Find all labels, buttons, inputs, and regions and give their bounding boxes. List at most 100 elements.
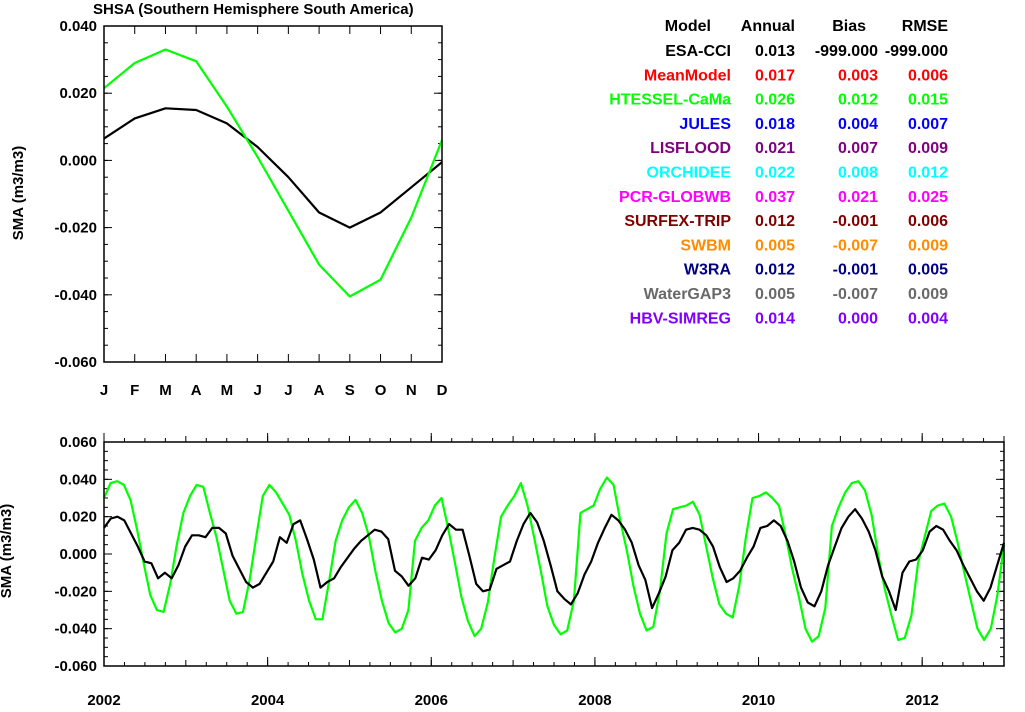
stats-rmse-cell: 0.004 bbox=[908, 310, 948, 327]
stats-model-cell: HBV-SIMREG bbox=[630, 310, 731, 327]
header-rmse: RMSE bbox=[902, 18, 949, 35]
y-tick-label: -0.060 bbox=[54, 658, 97, 675]
x-tick-label: M bbox=[159, 382, 172, 399]
y-tick-label: 0.000 bbox=[59, 152, 97, 169]
stats-bias-cell: 0.021 bbox=[838, 189, 878, 206]
stats-rmse-cell: 0.007 bbox=[908, 116, 948, 133]
seasonal-series bbox=[103, 48, 444, 298]
timeseries-y-axis-title: SMA (m3/m3) bbox=[0, 504, 15, 598]
stats-rmse-cell: 0.009 bbox=[908, 237, 948, 254]
y-tick-label: -0.060 bbox=[54, 354, 97, 371]
timeseries-y-ticks: 0.060 0.040 0.020 0.000 -0.020 -0.040 -0.060 bbox=[54, 434, 1004, 675]
stats-model-cell: MeanModel bbox=[644, 67, 731, 84]
stats-bias-cell: -0.001 bbox=[833, 213, 878, 230]
x-tick-label: J bbox=[253, 382, 261, 399]
x-tick-label: D bbox=[437, 382, 448, 399]
stats-model-cell: ORCHIDEE bbox=[647, 165, 732, 182]
stats-model-cell: WaterGAP3 bbox=[644, 286, 732, 303]
stats-rmse-cell: 0.006 bbox=[908, 213, 948, 230]
stats-row: SURFEX-TRIP 0.012 -0.001 0.006 bbox=[624, 213, 948, 230]
stats-model-cell: W3RA bbox=[684, 262, 732, 279]
y-tick-label: 0.020 bbox=[59, 509, 97, 526]
stats-table: Model Annual Bias RMSE ESA-CCI 0.013 -999.… bbox=[609, 18, 948, 327]
stats-bias-cell: -0.007 bbox=[833, 237, 878, 254]
x-tick-label: J bbox=[100, 382, 108, 399]
timeseries-chart: SMA (m3/m3) 0.060 0.040 0.020 0.000 -0.020 -0… bbox=[0, 433, 1006, 709]
stats-model-cell: HTESSEL-CaMa bbox=[609, 92, 731, 109]
stats-row: W3RA 0.012 -0.001 0.005 bbox=[684, 262, 948, 279]
stats-annual-cell: 0.026 bbox=[755, 92, 795, 109]
stats-model-cell: LISFLOOD bbox=[650, 140, 731, 157]
stats-model-cell: PCR-GLOBWB bbox=[619, 189, 731, 206]
stats-annual-cell: 0.012 bbox=[755, 262, 795, 279]
timeseries-plot-frame bbox=[103, 441, 1005, 667]
stats-bias-cell: 0.000 bbox=[838, 310, 878, 327]
x-tick-label: 2002 bbox=[87, 692, 120, 709]
stats-row: PCR-GLOBWB 0.037 0.021 0.025 bbox=[619, 189, 948, 206]
stats-row: SWBM 0.005 -0.007 0.009 bbox=[680, 237, 948, 254]
stats-model-cell: JULES bbox=[679, 116, 731, 133]
x-tick-label: 2008 bbox=[578, 692, 611, 709]
x-tick-label: S bbox=[345, 382, 355, 399]
x-tick-label: O bbox=[375, 382, 387, 399]
y-tick-label: -0.040 bbox=[54, 287, 97, 304]
x-tick-label: A bbox=[314, 382, 325, 399]
timeseries-line-htessel bbox=[102, 476, 1006, 643]
stats-bias-cell: 0.007 bbox=[838, 140, 878, 157]
x-tick-label: M bbox=[221, 382, 234, 399]
stats-row: WaterGAP3 0.005 -0.007 0.009 bbox=[644, 286, 949, 303]
y-tick-label: -0.020 bbox=[54, 583, 97, 600]
stats-annual-cell: 0.005 bbox=[755, 237, 795, 254]
header-model: Model bbox=[665, 18, 711, 35]
seasonal-y-ticks: 0.040 0.020 0.000 -0.020 -0.040 -0.060 bbox=[54, 18, 442, 371]
x-tick-label: 2006 bbox=[415, 692, 448, 709]
x-tick-label: N bbox=[406, 382, 417, 399]
timeseries-line-esa bbox=[103, 508, 1006, 612]
header-annual: Annual bbox=[741, 18, 795, 35]
stats-model-cell: ESA-CCI bbox=[665, 43, 731, 60]
stats-bias-cell: 0.004 bbox=[838, 116, 878, 133]
stats-annual-cell: 0.022 bbox=[755, 165, 795, 182]
stats-rmse-cell: 0.012 bbox=[908, 165, 948, 182]
stats-row: HBV-SIMREG 0.014 0.000 0.004 bbox=[630, 310, 948, 327]
stats-annual-cell: 0.037 bbox=[755, 189, 795, 206]
y-tick-label: 0.040 bbox=[59, 471, 97, 488]
x-tick-label: 2012 bbox=[905, 692, 938, 709]
stats-row: HTESSEL-CaMa 0.026 0.012 0.015 bbox=[609, 92, 948, 109]
seasonal-chart: SHSA (Southern Hemisphere South America)… bbox=[10, 1, 448, 399]
stats-row: ORCHIDEE 0.022 0.008 0.012 bbox=[647, 165, 949, 182]
seasonal-chart-title: SHSA (Southern Hemisphere South America) bbox=[93, 1, 414, 18]
stats-bias-cell: 0.012 bbox=[838, 92, 878, 109]
y-tick-label: -0.020 bbox=[54, 220, 97, 237]
y-tick-label: 0.060 bbox=[59, 434, 97, 451]
header-bias: Bias bbox=[832, 18, 866, 35]
y-tick-label: 0.040 bbox=[59, 18, 97, 35]
stats-rmse-cell: 0.005 bbox=[908, 262, 948, 279]
stats-rmse-cell: 0.006 bbox=[908, 67, 948, 84]
stats-annual-cell: 0.012 bbox=[755, 213, 795, 230]
stats-rmse-cell: 0.015 bbox=[908, 92, 948, 109]
stats-bias-cell: 0.008 bbox=[838, 165, 878, 182]
seasonal-plot-frame bbox=[103, 25, 443, 363]
stats-rmse-cell: 0.009 bbox=[908, 286, 948, 303]
stats-annual-cell: 0.018 bbox=[755, 116, 795, 133]
stats-annual-cell: 0.021 bbox=[755, 140, 795, 157]
seasonal-line-esa bbox=[103, 107, 443, 229]
seasonal-line-htessel bbox=[103, 48, 444, 298]
x-tick-label: 2010 bbox=[742, 692, 775, 709]
stats-rmse-cell: 0.025 bbox=[908, 189, 948, 206]
seasonal-y-axis-title: SMA (m3/m3) bbox=[10, 146, 27, 240]
stats-row: JULES 0.018 0.004 0.007 bbox=[679, 116, 948, 133]
stats-annual-cell: 0.013 bbox=[755, 43, 795, 60]
stats-annual-cell: 0.017 bbox=[755, 67, 795, 84]
x-tick-label: J bbox=[284, 382, 292, 399]
stats-rmse-cell: -999.000 bbox=[885, 43, 948, 60]
stats-rmse-cell: 0.009 bbox=[908, 140, 948, 157]
stats-annual-cell: 0.014 bbox=[755, 310, 795, 327]
stats-bias-cell: 0.003 bbox=[838, 67, 878, 84]
y-tick-label: -0.040 bbox=[54, 621, 97, 638]
x-tick-label: 2004 bbox=[251, 692, 285, 709]
y-tick-label: 0.020 bbox=[59, 85, 97, 102]
